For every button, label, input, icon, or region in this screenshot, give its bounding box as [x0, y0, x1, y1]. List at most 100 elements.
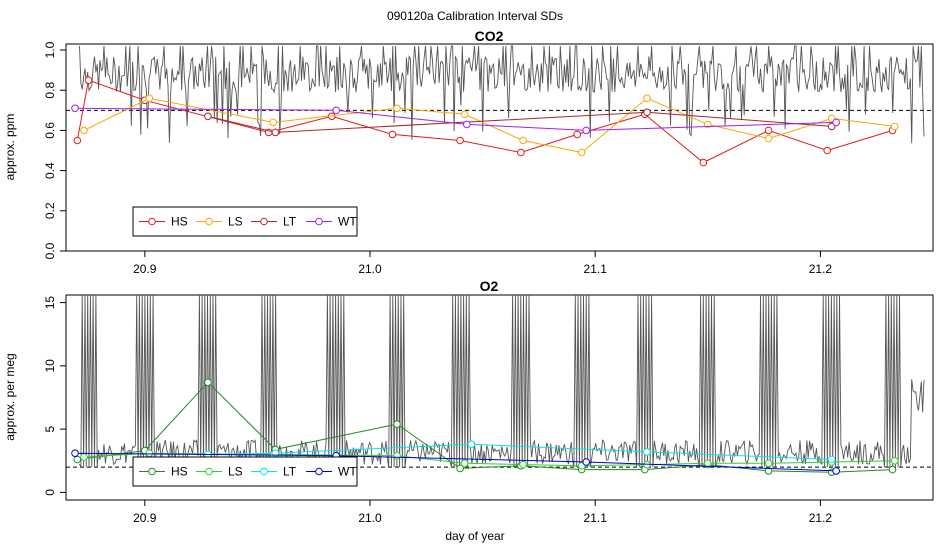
o2-legend: HS LS LT WT: [132, 456, 358, 487]
co2-ls-point: [890, 122, 899, 131]
co2-ls-point: [269, 118, 278, 127]
co2-wt-point: [71, 104, 79, 113]
o2-ls-point: [519, 460, 527, 469]
co2-series-ls: [80, 94, 899, 157]
o2-legend-item-lt: LT: [251, 465, 297, 479]
o2-y-tick-label: 0: [43, 489, 57, 496]
co2-legend-item-hs: HS: [139, 215, 188, 229]
co2-lt-point: [271, 128, 280, 137]
o2-panel-title: O2: [480, 278, 499, 294]
co2-legend-swatch-marker: [148, 217, 156, 226]
co2-legend-label: WT: [338, 215, 357, 229]
co2-y-axis-label: approx. ppm: [3, 114, 17, 181]
co2-series-wt: [71, 104, 841, 135]
co2-ls-point: [460, 110, 469, 119]
o2-wt-point: [832, 467, 841, 475]
co2-series-lt: [204, 108, 836, 137]
o2-ls-point: [890, 457, 899, 465]
co2-y-tick-label: 0.2: [43, 202, 57, 219]
co2-series-lt-line: [207, 111, 832, 133]
co2-wt-point: [832, 118, 841, 127]
co2-x-tick-label: 21.0: [358, 262, 382, 276]
co2-ls-point: [145, 94, 154, 103]
co2-y-tick-label: 0.6: [43, 122, 57, 139]
o2-legend-label: LS: [228, 465, 243, 479]
co2-hs-point: [388, 130, 397, 139]
o2-lt-point: [643, 448, 651, 456]
co2-hs-point: [84, 76, 93, 84]
x-axis-label: day of year: [445, 529, 504, 543]
co2-legend-item-ls: LS: [196, 215, 243, 229]
main-title: 090120a Calibration Interval SDs: [387, 9, 563, 23]
o2-ls-point: [393, 451, 401, 460]
co2-wt-point: [332, 106, 341, 115]
co2-legend-item-lt: LT: [251, 215, 297, 229]
o2-ls-point: [460, 459, 469, 468]
o2-wt-point: [71, 449, 79, 458]
o2-y-tick-label: 5: [43, 425, 57, 432]
co2-panel-title: CO2: [475, 28, 504, 44]
o2-y-tick-label: 15: [43, 296, 57, 310]
co2-ls-point: [80, 126, 88, 135]
co2-series-ls-line: [83, 97, 895, 154]
o2-plot-frame: [65, 294, 934, 501]
o2-series-wt-line: [74, 452, 837, 472]
co2-panel: CO2 approx. ppm 0.0 0.2 0.4 0.6 0.8 1.0 20.9 2…: [3, 28, 934, 276]
o2-wt-point: [582, 458, 591, 466]
co2-plot-frame: [65, 43, 934, 252]
co2-y-tick-label: 0.4: [43, 162, 57, 179]
co2-ls-point: [519, 136, 527, 145]
o2-x-tick-label: 20.9: [133, 511, 157, 525]
o2-hs-point: [888, 465, 897, 474]
co2-ls-point: [764, 134, 773, 143]
o2-legend-item-wt: WT: [306, 465, 357, 479]
o2-series-ls-line: [83, 452, 895, 467]
o2-legend-label: HS: [171, 465, 188, 479]
co2-legend-label: LS: [228, 215, 243, 229]
o2-instrument-trace: [79, 294, 925, 468]
co2-y-tick-label: 1.0: [43, 41, 57, 58]
o2-lt-point: [467, 440, 476, 449]
co2-legend-label: LT: [283, 215, 297, 229]
o2-legend-item-hs: HS: [139, 465, 188, 479]
co2-wt-point: [582, 126, 591, 135]
o2-legend-label: LT: [283, 465, 297, 479]
co2-hs-point: [764, 126, 773, 135]
o2-hs-point: [73, 455, 82, 464]
o2-hs-point: [764, 467, 773, 475]
o2-ls-point: [704, 459, 712, 468]
co2-wt-point: [463, 120, 471, 129]
co2-y-tick-label: 0.0: [43, 242, 57, 259]
co2-lt-point: [204, 112, 212, 121]
co2-ls-point: [577, 148, 586, 157]
co2-legend-swatch-marker: [205, 217, 213, 226]
co2-x-tick-label: 20.9: [133, 262, 157, 276]
o2-legend-swatch-marker: [260, 467, 268, 476]
o2-legend-swatch-marker: [148, 467, 156, 476]
o2-y-tick-label: 10: [43, 359, 57, 373]
co2-hs-point: [573, 130, 582, 139]
co2-legend-label: HS: [171, 215, 188, 229]
o2-x-tick-label: 21.1: [584, 511, 608, 525]
co2-legend-item-wt: WT: [306, 215, 357, 229]
o2-legend-item-ls: LS: [196, 465, 243, 479]
co2-hs-point: [823, 146, 832, 155]
o2-y-axis-label: approx. per meg: [3, 353, 17, 440]
co2-x-tick-label: 21.1: [584, 262, 608, 276]
co2-x-tick-label: 21.2: [809, 262, 833, 276]
co2-hs-point: [517, 148, 525, 157]
co2-instrument-trace: [79, 45, 925, 144]
o2-ls-point: [145, 449, 154, 458]
o2-x-tick-label: 21.0: [358, 511, 382, 525]
o2-ls-point: [764, 459, 773, 468]
co2-hs-point: [699, 158, 708, 167]
co2-ls-point: [643, 94, 651, 103]
co2-ls-point: [393, 104, 401, 113]
o2-hs-point: [204, 378, 212, 387]
co2-legend-swatch-marker: [260, 217, 268, 226]
o2-legend-swatch-marker: [205, 467, 213, 476]
o2-hs-point: [393, 420, 401, 428]
o2-panel: O2 approx. per meg 0 5 10 15 20.9 21.0 21.1 21…: [3, 278, 934, 525]
o2-ls-point: [80, 453, 88, 461]
